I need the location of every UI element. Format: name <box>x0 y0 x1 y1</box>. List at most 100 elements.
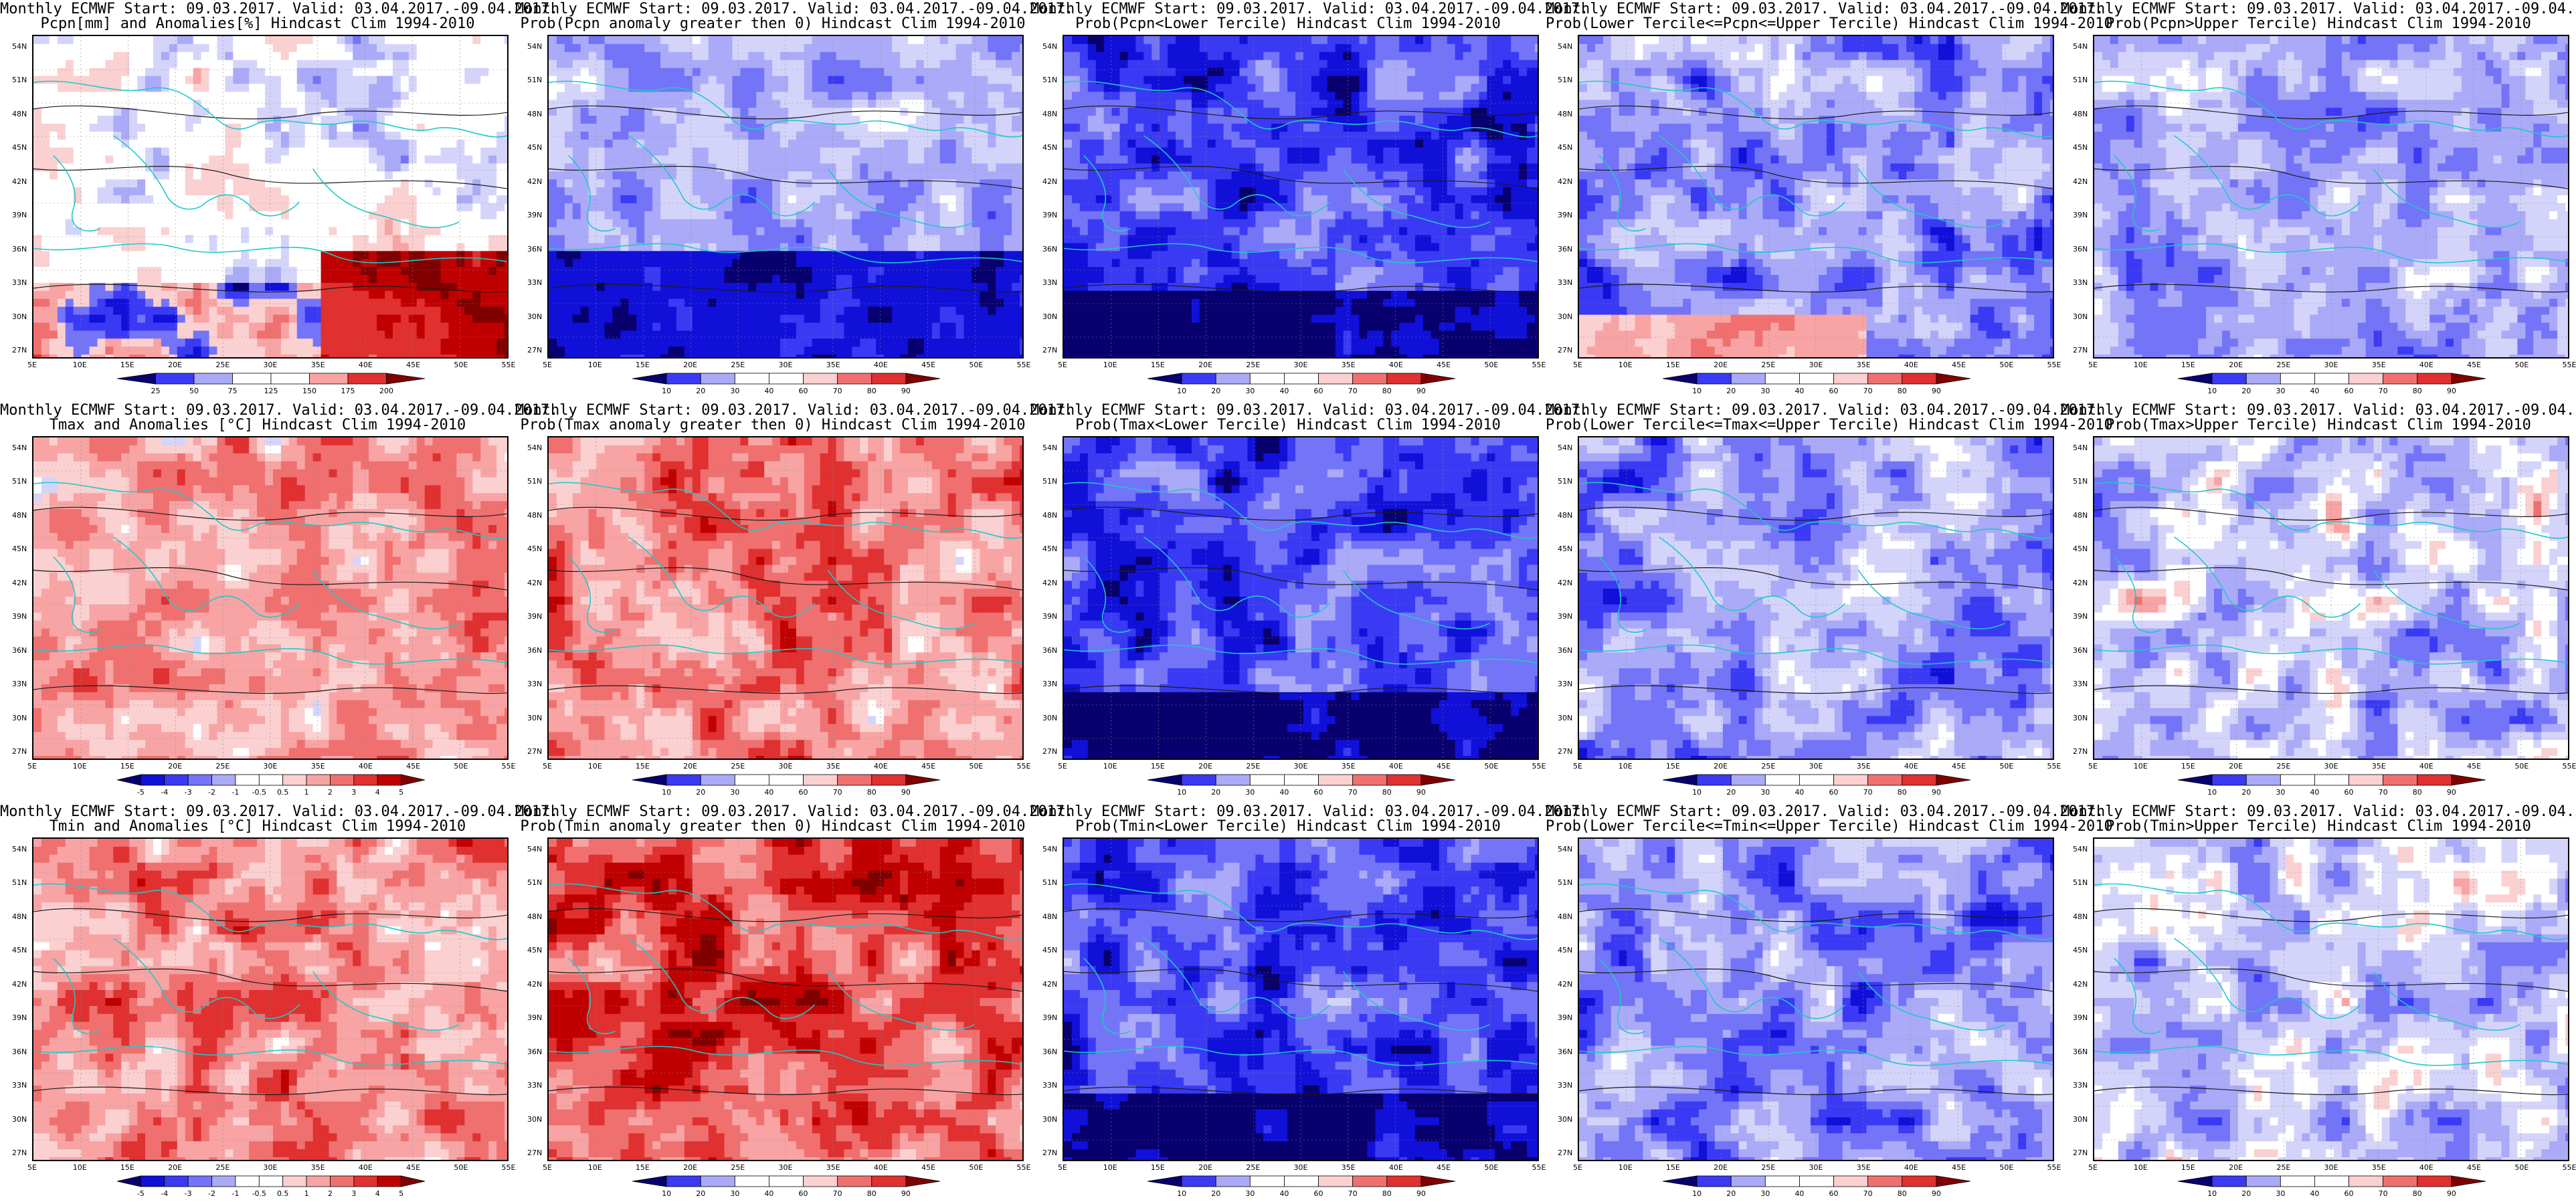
colorbar-tick-label: 70 <box>1348 1189 1358 1198</box>
x-tick-label: 30E <box>779 763 793 771</box>
coastline <box>774 922 1022 940</box>
colorbar-tick-label: 60 <box>1314 788 1323 797</box>
colorbar-segment <box>1730 1175 1766 1187</box>
y-tick-label: 39N <box>1042 211 1057 219</box>
x-tick-label: 45E <box>406 763 420 771</box>
panel-title-line1: Monthly ECMWF Start: 09.03.2017. Valid: … <box>515 403 1073 419</box>
coastline <box>1805 521 2053 539</box>
map-area <box>1063 436 1539 760</box>
colorbar-tick-label: 60 <box>799 1189 808 1198</box>
colorbar-segment <box>1833 373 1869 385</box>
coastline <box>549 883 775 932</box>
map-panel: Monthly ECMWF Start: 09.03.2017. Valid: … <box>1030 803 1588 1204</box>
colorbar-segment <box>282 1175 307 1187</box>
colorbar-segment <box>769 774 804 786</box>
coastline <box>2114 155 2161 231</box>
y-tick-label: 27N <box>527 346 542 355</box>
coastline <box>1143 536 1238 611</box>
colorbar-tick-label: 10 <box>1692 788 1701 797</box>
coastline <box>2373 971 2520 1031</box>
x-tick-label: 15E <box>1666 361 1680 369</box>
y-tick-label: 48N <box>12 912 27 921</box>
colorbar-segment <box>1696 1175 1732 1187</box>
coastline <box>1083 155 1131 231</box>
coastline <box>2267 997 2361 1019</box>
y-tick-label: 33N <box>2073 680 2088 688</box>
x-tick-label: 45E <box>921 763 935 771</box>
x-tick-label: 55E <box>2563 361 2576 369</box>
x-tick-label: 15E <box>636 361 650 369</box>
x-tick-label: 5E <box>27 1164 37 1172</box>
colorbar-segment <box>1696 373 1732 385</box>
coastline <box>1064 482 1291 531</box>
coastline <box>312 971 460 1031</box>
y-tick-label: 27N <box>1558 748 1572 756</box>
colorbar-segment <box>632 774 667 786</box>
colorbar-segment <box>235 1175 260 1187</box>
colorbar-tick-label: 30 <box>2276 788 2285 797</box>
colorbar-tick-label: 80 <box>1382 788 1392 797</box>
colorbar-segment <box>1147 373 1182 385</box>
coastline <box>1857 971 2005 1031</box>
colorbar-tick-label: 40 <box>1795 788 1804 797</box>
coastline <box>259 521 507 539</box>
colorbar-tick-label: 40 <box>764 387 773 395</box>
y-tick-label: 27N <box>12 1149 27 1157</box>
x-tick-label: 10E <box>73 1164 87 1172</box>
coastline <box>1143 938 1238 1013</box>
y-tick-label: 54N <box>1558 444 1572 452</box>
colorbar-tick-label: 40 <box>2310 387 2319 395</box>
x-tick-label: 25E <box>215 1164 229 1172</box>
y-tick-label: 36N <box>2073 646 2088 655</box>
isoline <box>2094 506 2568 521</box>
coastline <box>1579 644 2053 665</box>
x-tick-label: 55E <box>1017 1164 1031 1172</box>
colorbar-tick-label: 10 <box>1177 788 1186 797</box>
colorbar-tick-label: 125 <box>264 387 278 395</box>
isoline <box>2094 685 2568 694</box>
colorbar-segment <box>1147 1175 1182 1187</box>
colorbar-segment <box>803 373 838 385</box>
colorbar-tick-label: 40 <box>764 1189 773 1198</box>
y-tick-label: 48N <box>527 912 542 921</box>
colorbar-tick-label: 30 <box>1245 387 1255 395</box>
colorbar <box>1663 1175 1970 1188</box>
y-tick-label: 42N <box>1558 980 1572 989</box>
colorbar-tick-label: 90 <box>1416 1189 1426 1198</box>
coastline <box>1579 80 1806 130</box>
coastline <box>827 971 975 1031</box>
panel-title-line2: Prob(Lower Tercile<=Tmax<=Upper Tercile)… <box>1546 417 2113 433</box>
coastline <box>1598 155 1646 231</box>
colorbar-tick-label: 60 <box>1829 788 1839 797</box>
x-tick-label: 25E <box>215 763 229 771</box>
colorbar-tick-label: 60 <box>1314 1189 1323 1198</box>
y-tick-label: 48N <box>1042 110 1057 118</box>
colorbar-segment <box>1799 774 1834 786</box>
coastline <box>33 80 260 130</box>
colorbar-tick-label: 20 <box>2241 1189 2251 1198</box>
isoline <box>33 685 507 694</box>
y-tick-label: 51N <box>12 478 27 486</box>
y-tick-label: 33N <box>2073 279 2088 287</box>
x-tick-label: 40E <box>2419 1164 2433 1172</box>
coastline <box>1289 120 1538 138</box>
y-tick-label: 51N <box>527 879 542 887</box>
colorbar-tick-label: 70 <box>833 387 842 395</box>
colorbar-segment <box>2451 373 2486 385</box>
x-tick-label: 5E <box>1573 361 1582 369</box>
colorbar <box>1147 372 1455 385</box>
y-tick-label: 51N <box>1558 76 1572 84</box>
y-tick-label: 51N <box>1042 478 1057 486</box>
colorbar-segment <box>734 1175 769 1187</box>
x-tick-label: 10E <box>73 763 87 771</box>
isoline <box>33 166 507 189</box>
coastline <box>1083 556 1131 633</box>
y-tick-label: 39N <box>527 1014 542 1022</box>
colorbar-segment <box>2280 1175 2315 1187</box>
colorbar-tick-label: 70 <box>1863 788 1873 797</box>
colorbar-segment <box>306 774 331 786</box>
colorbar-segment <box>347 373 387 385</box>
map-area <box>547 35 1024 359</box>
colorbar-segment <box>1902 774 1937 786</box>
x-tick-label: 50E <box>1484 361 1498 369</box>
